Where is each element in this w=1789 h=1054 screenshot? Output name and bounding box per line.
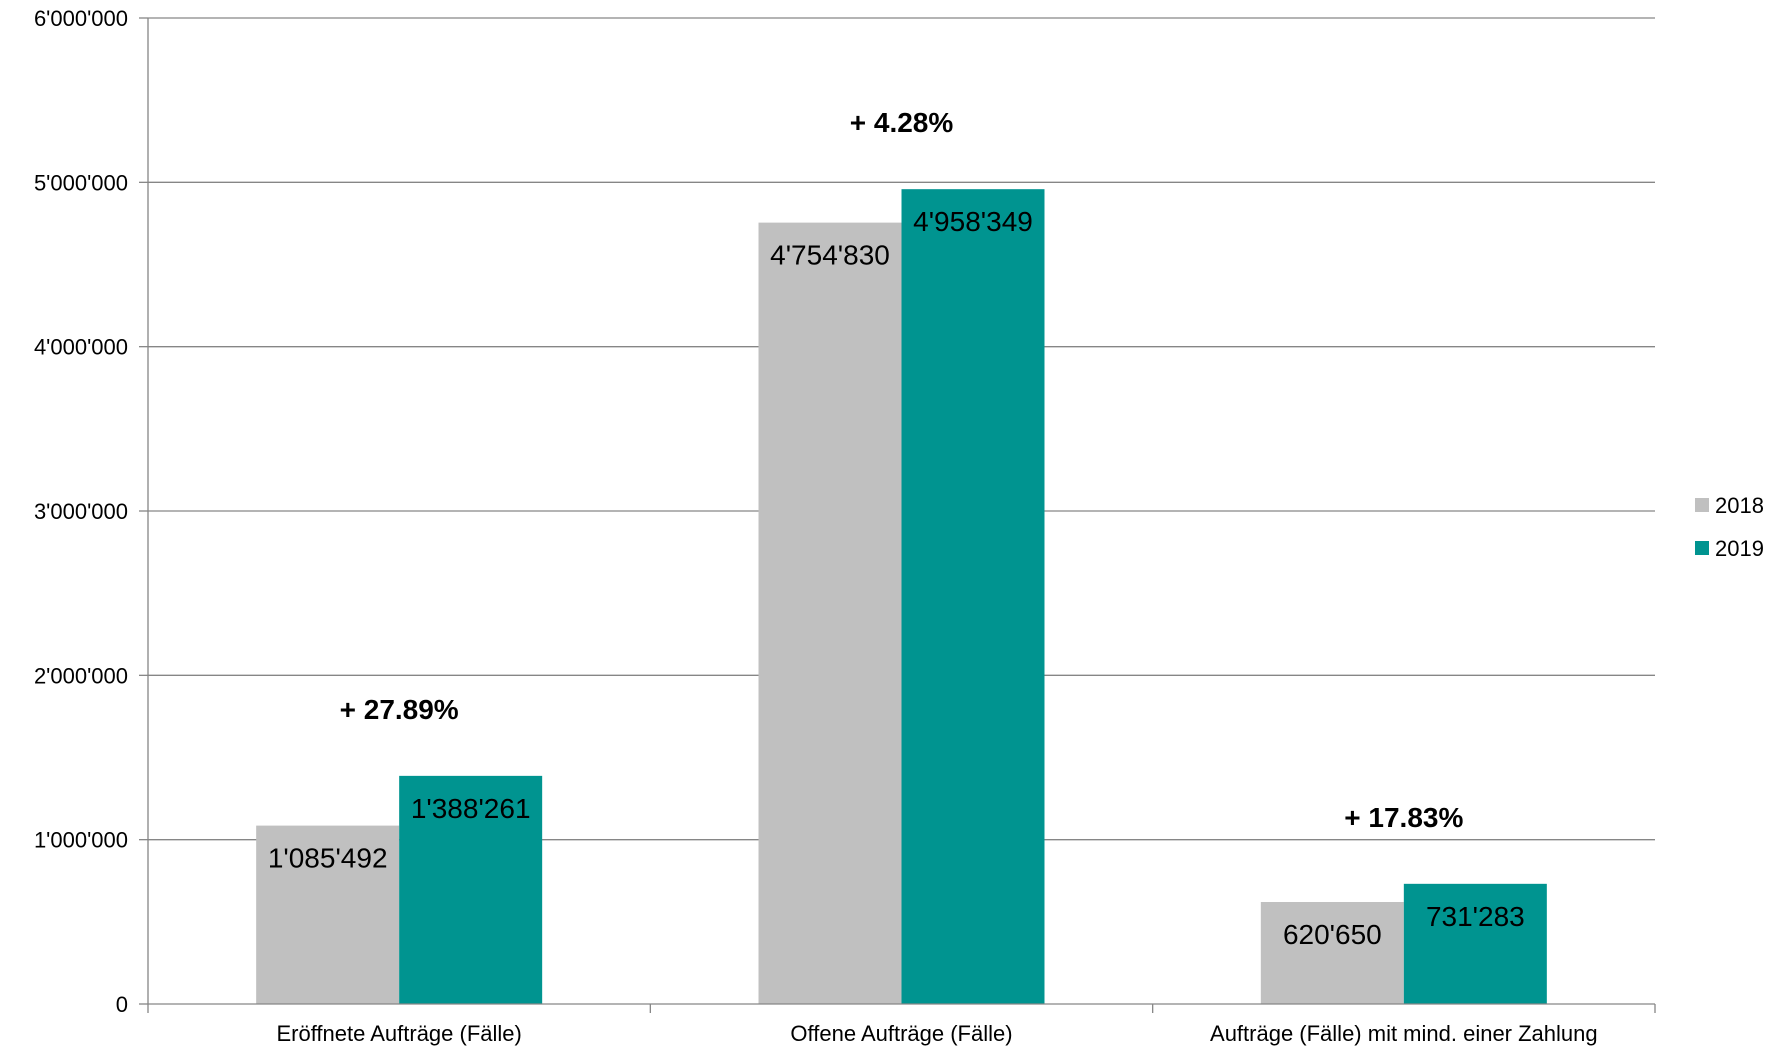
bar-2019-2 xyxy=(1403,883,1547,1004)
bar-2018-1 xyxy=(758,222,902,1005)
data-label: 1'085'492 xyxy=(268,843,388,874)
bar-2019-1 xyxy=(901,189,1045,1004)
x-tick-label: Aufträge (Fälle) mit mind. einer Zahlung xyxy=(1210,1021,1598,1046)
bar-2019-0 xyxy=(399,775,543,1004)
bar-2018-0 xyxy=(256,825,400,1004)
y-tick-label: 6'000'000 xyxy=(34,6,128,31)
legend-label-2019: 2019 xyxy=(1715,536,1764,561)
y-tick-label: 1'000'000 xyxy=(34,828,128,853)
legend-swatch-2019 xyxy=(1695,541,1709,555)
legend: 2018 2019 xyxy=(1695,493,1764,561)
change-annotation: + 4.28% xyxy=(850,107,954,138)
bars xyxy=(256,189,1547,1005)
x-tick-label: Eröffnete Aufträge (Fälle) xyxy=(276,1021,521,1046)
y-tick-label: 2'000'000 xyxy=(34,663,128,688)
data-label: 731'283 xyxy=(1426,901,1525,932)
legend-swatch-2018 xyxy=(1695,498,1709,512)
bar-2018-2 xyxy=(1260,902,1404,1004)
data-label: 620'650 xyxy=(1283,919,1382,950)
y-tick-label: 0 xyxy=(116,992,128,1017)
change-annotation: + 17.83% xyxy=(1344,802,1463,833)
y-tick-label: 5'000'000 xyxy=(34,170,128,195)
data-labels: 1'085'492 1'388'261 + 27.89% 4'754'830 4'958… xyxy=(268,107,1525,950)
legend-label-2018: 2018 xyxy=(1715,493,1764,518)
change-annotation: + 27.89% xyxy=(340,694,459,725)
y-tick-label: 3'000'000 xyxy=(34,499,128,524)
data-label: 4'958'349 xyxy=(913,206,1033,237)
axes: 0 1'000'000 2'000'000 3'000'000 4'000'000 5'0… xyxy=(34,6,1656,1046)
x-tick-label: Offene Aufträge (Fälle) xyxy=(790,1021,1012,1046)
data-label: 1'388'261 xyxy=(411,793,531,824)
y-tick-label: 4'000'000 xyxy=(34,335,128,360)
data-label: 4'754'830 xyxy=(770,240,890,271)
